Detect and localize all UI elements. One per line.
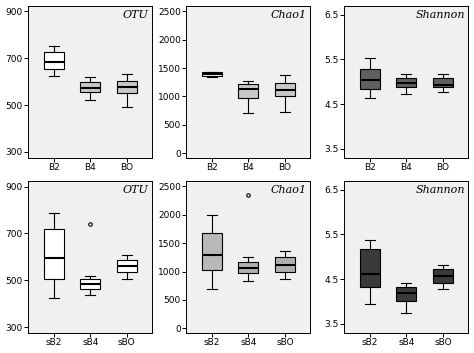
Text: Shannon: Shannon xyxy=(415,185,465,195)
PathPatch shape xyxy=(44,229,64,279)
PathPatch shape xyxy=(117,81,137,93)
Text: OTU: OTU xyxy=(123,185,148,195)
PathPatch shape xyxy=(80,279,100,289)
PathPatch shape xyxy=(44,52,64,69)
PathPatch shape xyxy=(275,83,295,96)
PathPatch shape xyxy=(80,82,100,92)
PathPatch shape xyxy=(360,69,380,89)
PathPatch shape xyxy=(238,262,258,273)
PathPatch shape xyxy=(202,233,222,270)
Text: OTU: OTU xyxy=(123,10,148,20)
Text: Chao1: Chao1 xyxy=(271,10,307,20)
PathPatch shape xyxy=(117,260,137,272)
Text: Chao1: Chao1 xyxy=(271,185,307,195)
PathPatch shape xyxy=(433,78,453,87)
PathPatch shape xyxy=(396,78,417,87)
PathPatch shape xyxy=(433,269,453,283)
PathPatch shape xyxy=(275,257,295,272)
PathPatch shape xyxy=(238,84,258,98)
Text: Shannon: Shannon xyxy=(415,10,465,20)
PathPatch shape xyxy=(360,249,380,287)
PathPatch shape xyxy=(396,287,417,301)
PathPatch shape xyxy=(202,72,222,76)
